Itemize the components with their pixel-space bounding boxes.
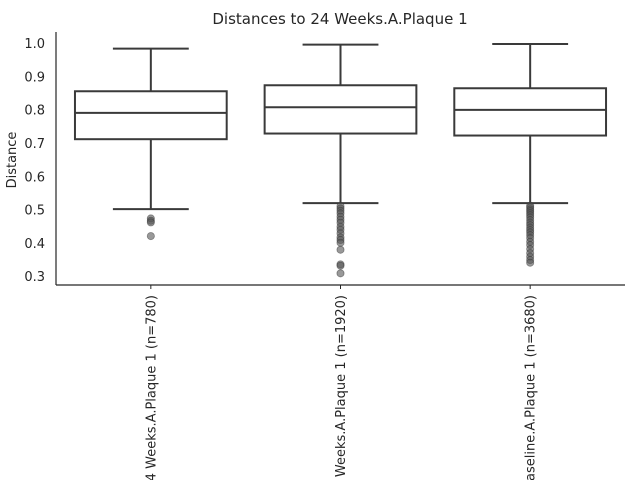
- y-tick-label: 0.4: [24, 237, 45, 252]
- outlier-point: [146, 218, 155, 227]
- y-tick-label: 1.0: [24, 37, 45, 52]
- y-tick-label: 0.6: [24, 170, 45, 185]
- outlier-point: [336, 238, 345, 247]
- outlier-point: [526, 258, 535, 267]
- box-3: [453, 42, 608, 267]
- outlier-point: [336, 269, 345, 278]
- y-tick-label: 0.8: [24, 104, 45, 119]
- y-tick-label: 0.5: [24, 204, 45, 219]
- iqr-box: [453, 87, 608, 137]
- y-tick-label: 0.3: [24, 270, 45, 285]
- x-tick-labels: 24 Weeks.A.Plaque 1 (n=780) 12 Weeks.A.Pl…: [144, 285, 539, 484]
- box-1: [73, 47, 228, 241]
- iqr-box: [263, 84, 418, 135]
- box-2: [263, 43, 418, 278]
- iqr-box: [73, 90, 228, 141]
- y-tick-labels: 0.3 0.4 0.5 0.6 0.7 0.8 0.9 1.0: [24, 37, 45, 285]
- y-tick-label: 0.9: [24, 70, 45, 85]
- outlier-point: [336, 245, 345, 254]
- boxes-group: [73, 42, 608, 278]
- outlier-point: [146, 232, 155, 241]
- y-tick-label: 0.7: [24, 137, 45, 152]
- chart-title: Distances to 24 Weeks.A.Plaque 1: [212, 10, 467, 28]
- outlier-point: [336, 261, 345, 270]
- x-tick-label: Baseline.A.Plaque 1 (n=3680): [524, 295, 539, 480]
- x-tick-label: 24 Weeks.A.Plaque 1 (n=780): [144, 295, 159, 480]
- x-tick-label: 12 Weeks.A.Plaque 1 (n=1920): [334, 295, 349, 480]
- y-axis-label: Distance: [5, 132, 20, 189]
